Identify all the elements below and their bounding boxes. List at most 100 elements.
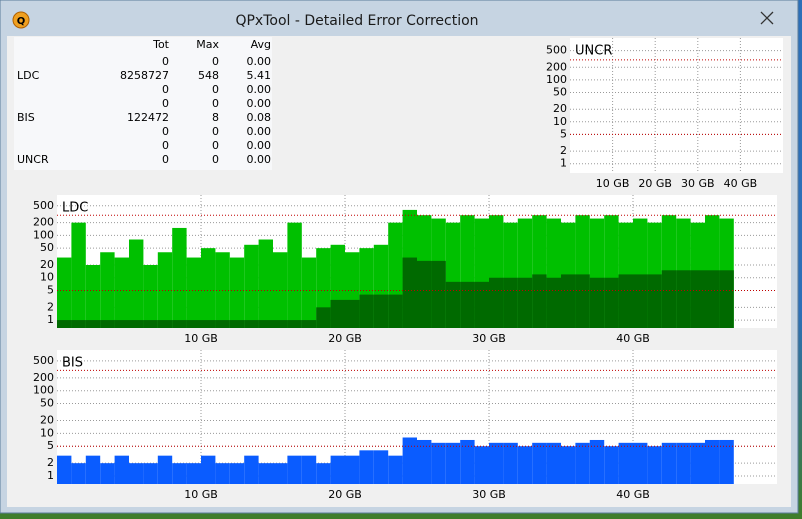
bar (647, 446, 662, 484)
bar (402, 437, 417, 484)
stats-table-bg (14, 37, 272, 170)
y-tick-label: 50 (40, 397, 54, 410)
bar (402, 257, 417, 328)
bar (373, 294, 389, 328)
y-tick-label: 10 (40, 271, 54, 284)
bar (330, 455, 345, 484)
bar (186, 320, 201, 328)
bar (460, 439, 475, 484)
table-cell: 0 (212, 83, 219, 96)
y-tick-label: 10 (553, 115, 567, 128)
bar (474, 281, 489, 328)
bar (244, 455, 259, 484)
bar (345, 299, 360, 328)
table-cell: 122472 (127, 111, 169, 124)
bar (575, 274, 590, 328)
x-tick-label: 40 GB (616, 332, 650, 345)
bar (460, 281, 475, 328)
table-cell: 8258727 (120, 69, 169, 82)
y-tick-label: 1 (47, 313, 54, 326)
bar (690, 270, 705, 328)
y-tick-label: 50 (553, 86, 567, 99)
table-cell: 0 (162, 153, 169, 166)
bar (273, 320, 288, 328)
y-tick-label: 50 (40, 241, 54, 254)
bar (85, 320, 101, 328)
bar (273, 463, 288, 484)
row-label: UNCR (17, 153, 49, 166)
bar (517, 446, 533, 484)
bar (229, 463, 245, 484)
bar (489, 277, 504, 328)
bar (114, 320, 129, 328)
bar (330, 299, 345, 328)
bar (100, 463, 115, 484)
bar (647, 274, 662, 328)
bar (287, 320, 302, 328)
close-icon[interactable] (760, 11, 774, 25)
bar (474, 446, 489, 484)
bar (85, 264, 101, 328)
x-tick-label: 10 GB (184, 488, 218, 501)
bar (301, 455, 317, 484)
x-tick-label: 10 GB (184, 332, 218, 345)
bar (157, 455, 173, 484)
bar (445, 442, 461, 484)
bar (345, 455, 360, 484)
bar (705, 270, 720, 328)
bar (57, 257, 72, 328)
bar (129, 320, 144, 328)
bar (287, 222, 302, 328)
y-tick-label: 2 (47, 300, 54, 313)
x-tick-label: 20 GB (638, 177, 672, 190)
table-cell: 0 (212, 139, 219, 152)
bar (215, 320, 230, 328)
bar (258, 239, 273, 328)
bar (517, 277, 533, 328)
bar (71, 320, 86, 328)
table-cell: 0.00 (247, 125, 272, 138)
close-button[interactable] (744, 7, 790, 29)
bar (561, 446, 576, 484)
y-tick-label: 5 (47, 439, 54, 452)
bar (604, 446, 619, 484)
bar (546, 277, 561, 328)
bar (129, 463, 144, 484)
row-label: LDC (17, 69, 40, 82)
y-tick-label: 2 (560, 144, 567, 157)
y-tick-label: 1 (560, 157, 567, 170)
bar (431, 260, 446, 328)
table-header: Avg (251, 38, 271, 51)
bar (157, 320, 173, 328)
bar (258, 463, 273, 484)
bar (186, 257, 201, 328)
x-tick-label: 30 GB (472, 332, 506, 345)
x-tick-label: 30 GB (681, 177, 715, 190)
bar (359, 450, 374, 484)
row-label: BIS (17, 111, 35, 124)
bar (503, 277, 518, 328)
y-tick-label: 200 (33, 371, 54, 384)
bar (85, 455, 101, 484)
bar (388, 294, 403, 328)
table-cell: 0.00 (247, 153, 272, 166)
app-icon-letter: Q (17, 16, 26, 27)
bar (143, 320, 158, 328)
app-icon (12, 11, 30, 29)
y-tick-label: 500 (33, 354, 54, 367)
table-cell: 5.41 (247, 69, 272, 82)
bar (229, 257, 245, 328)
bar (676, 270, 691, 328)
bar (273, 252, 288, 328)
y-tick-label: 20 (40, 414, 54, 427)
table-cell: 0 (212, 97, 219, 110)
y-tick-label: 100 (33, 384, 54, 397)
bar (589, 439, 605, 484)
bar (618, 442, 633, 484)
table-cell: 0 (212, 55, 219, 68)
bar (417, 439, 432, 484)
bar (503, 442, 518, 484)
y-tick-label: 2 (47, 456, 54, 469)
